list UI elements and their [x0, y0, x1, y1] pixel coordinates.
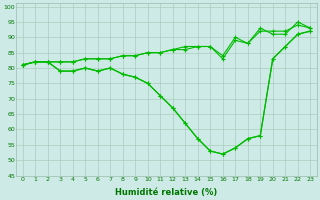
X-axis label: Humidité relative (%): Humidité relative (%)	[116, 188, 218, 197]
